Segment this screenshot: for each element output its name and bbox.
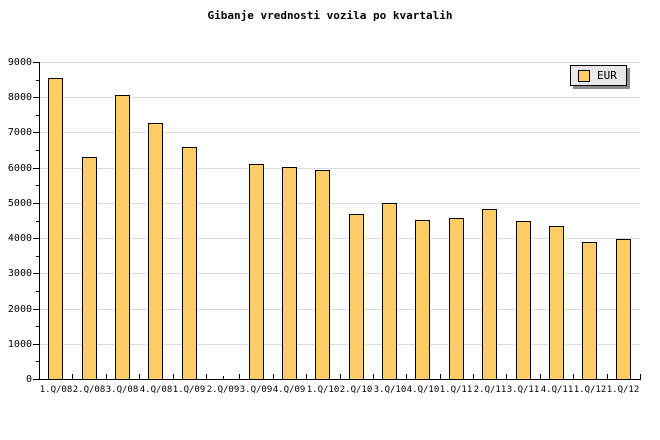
y-tick-label: 8000 — [7, 92, 32, 103]
bar-1.Q/12 — [616, 239, 631, 380]
y-tick-label: 5000 — [7, 198, 32, 209]
x-axis-label: 4.Q/10 — [406, 385, 440, 395]
y-tick-label: 1000 — [7, 339, 32, 350]
x-boundary-tick — [273, 374, 274, 379]
x-boundary-tick — [473, 374, 474, 379]
x-boundary-tick — [373, 374, 374, 379]
y-minor-tick — [36, 185, 39, 186]
bar-2.Q/10 — [349, 214, 364, 380]
x-boundary-tick — [607, 374, 608, 379]
x-boundary-tick — [106, 374, 107, 379]
x-axis-label: 2.Q/09 — [206, 385, 240, 395]
x-boundary-tick — [540, 374, 541, 379]
x-boundary-tick — [173, 374, 174, 379]
y-major-tick — [33, 203, 39, 204]
y-tick-label: 0 — [25, 374, 32, 385]
x-axis-label: 1.Q/08 — [39, 385, 73, 395]
bar-3.Q/08 — [115, 95, 130, 380]
y-minor-tick — [36, 361, 39, 362]
chart-title: Gibanje vrednosti vozila po kvartalih — [207, 9, 453, 22]
gridline — [39, 203, 640, 204]
bar-1.Q/11 — [449, 218, 464, 380]
x-boundary-tick — [506, 374, 507, 379]
x-boundary-tick — [206, 374, 207, 379]
gridline — [39, 62, 640, 63]
bar-1.Q/12 — [582, 242, 597, 380]
y-minor-tick — [36, 256, 39, 257]
bar-4.Q/11 — [549, 226, 564, 380]
x-axis-label: 1.Q/10 — [306, 385, 340, 395]
y-axis-line — [39, 62, 40, 380]
y-major-tick — [33, 168, 39, 169]
y-tick-label: 3000 — [7, 268, 32, 279]
x-axis-label: 3.Q/09 — [239, 385, 273, 395]
y-minor-tick — [36, 326, 39, 327]
x-axis-label: 4.Q/09 — [272, 385, 306, 395]
y-minor-tick — [36, 150, 39, 151]
bar-4.Q/08 — [148, 123, 163, 380]
bar-4.Q/09 — [282, 167, 297, 380]
x-axis-label: 3.Q/10 — [373, 385, 407, 395]
x-axis-label: 4.Q/11 — [540, 385, 574, 395]
y-minor-tick — [36, 115, 39, 116]
x-boundary-tick — [573, 374, 574, 379]
y-major-tick — [33, 379, 39, 380]
x-axis-label: 3.Q/11 — [506, 385, 540, 395]
x-boundary-tick — [440, 374, 441, 379]
gridline — [39, 132, 640, 133]
x-boundary-tick — [72, 374, 73, 379]
y-minor-tick — [36, 221, 39, 222]
x-boundary-tick — [306, 374, 307, 379]
gridline — [39, 168, 640, 169]
x-boundary-tick — [139, 374, 140, 379]
bar-2.Q/11 — [482, 209, 497, 380]
bar-1.Q/08 — [48, 78, 63, 380]
x-axis-label: 2.Q/08 — [72, 385, 106, 395]
bar-4.Q/10 — [415, 220, 430, 380]
x-boundary-tick — [406, 374, 407, 379]
x-boundary-tick — [640, 374, 641, 379]
y-major-tick — [33, 273, 39, 274]
y-tick-label: 7000 — [7, 127, 32, 138]
y-major-tick — [33, 309, 39, 310]
gridline — [39, 273, 640, 274]
y-minor-tick — [36, 291, 39, 292]
bar-3.Q/10 — [382, 203, 397, 380]
legend: EUR — [570, 65, 627, 86]
y-major-tick — [33, 238, 39, 239]
x-axis-label: 1.Q/11 — [439, 385, 473, 395]
gridline — [39, 344, 640, 345]
x-boundary-tick — [340, 374, 341, 379]
gridline — [39, 238, 640, 239]
bar-2.Q/08 — [82, 157, 97, 380]
bar-3.Q/11 — [516, 221, 531, 380]
y-tick-label: 2000 — [7, 304, 32, 315]
x-axis-label: 1.Q/12 — [606, 385, 640, 395]
bar-3.Q/09 — [249, 164, 264, 380]
x-axis-label: 3.Q/08 — [105, 385, 139, 395]
bar-1.Q/10 — [315, 170, 330, 380]
x-axis-label: 2.Q/10 — [339, 385, 373, 395]
y-major-tick — [33, 62, 39, 63]
y-major-tick — [33, 97, 39, 98]
x-center-tick — [223, 376, 224, 379]
y-tick-label: 4000 — [7, 233, 32, 244]
gridline — [39, 309, 640, 310]
legend-label: EUR — [597, 69, 617, 82]
y-major-tick — [33, 132, 39, 133]
gridline — [39, 97, 640, 98]
y-tick-label: 6000 — [7, 163, 32, 174]
legend-swatch-eur — [578, 69, 590, 82]
x-axis-label: 1.Q/09 — [172, 385, 206, 395]
x-axis-line — [39, 379, 641, 380]
bar-1.Q/09 — [182, 147, 197, 380]
y-major-tick — [33, 344, 39, 345]
x-boundary-tick — [239, 374, 240, 379]
y-tick-label: 9000 — [7, 57, 32, 68]
x-axis-label: 2.Q/11 — [473, 385, 507, 395]
x-axis-label: 4.Q/08 — [139, 385, 173, 395]
x-axis-label: 1.Q/12 — [573, 385, 607, 395]
y-minor-tick — [36, 80, 39, 81]
